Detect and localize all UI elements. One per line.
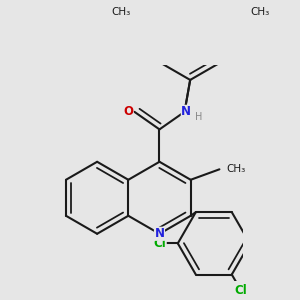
Text: N: N <box>154 227 164 240</box>
Text: O: O <box>123 105 133 118</box>
Text: Cl: Cl <box>234 284 247 297</box>
Text: H: H <box>195 112 203 122</box>
Text: CH₃: CH₃ <box>250 7 269 16</box>
Text: N: N <box>182 105 191 118</box>
Text: Cl: Cl <box>153 237 166 250</box>
Text: CH₃: CH₃ <box>226 164 246 174</box>
Text: CH₃: CH₃ <box>111 7 130 16</box>
